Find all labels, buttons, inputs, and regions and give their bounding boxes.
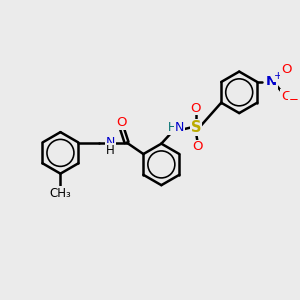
- Text: O: O: [281, 63, 291, 76]
- Text: O: O: [192, 140, 202, 153]
- Text: O: O: [281, 90, 291, 103]
- Text: N: N: [175, 121, 184, 134]
- Text: +: +: [274, 71, 282, 81]
- Text: O: O: [116, 116, 127, 129]
- Text: H: H: [168, 121, 176, 134]
- Text: N: N: [106, 136, 116, 149]
- Text: S: S: [191, 120, 201, 135]
- Text: O: O: [191, 102, 201, 115]
- Text: H: H: [106, 144, 115, 157]
- Text: CH₃: CH₃: [50, 187, 71, 200]
- Text: N: N: [266, 76, 277, 88]
- Text: −: −: [289, 93, 298, 106]
